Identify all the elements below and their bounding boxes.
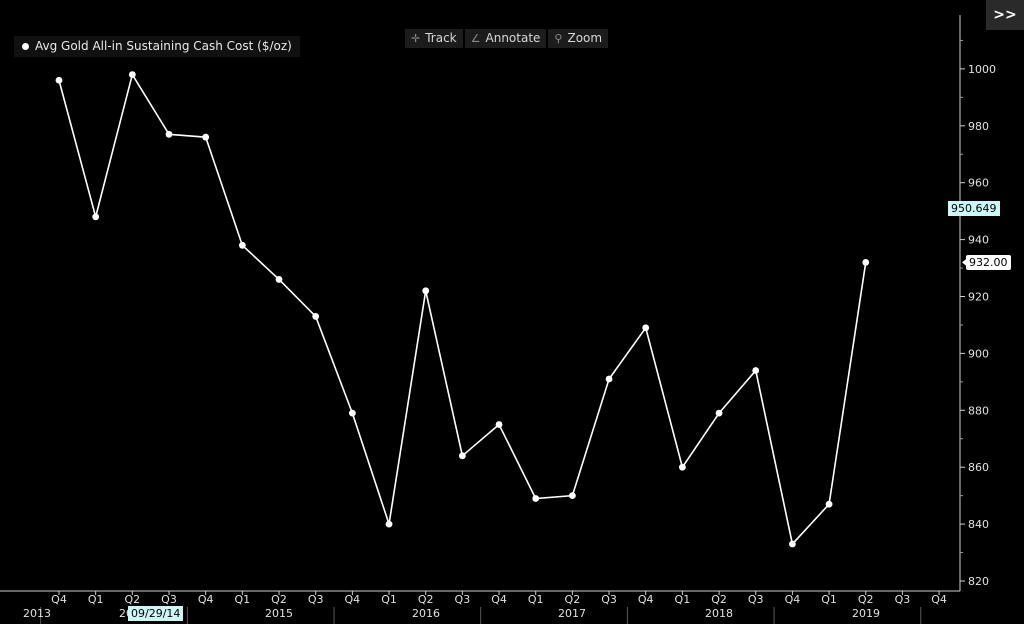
- data-point: [458, 452, 466, 460]
- x-tick-label: Q4: [491, 593, 507, 606]
- x-tick-label: Q1: [528, 593, 544, 606]
- magnifier-icon: ⚲: [554, 31, 563, 45]
- x-tick-label: Q3: [455, 593, 471, 606]
- x-tick-label: Q2: [565, 593, 581, 606]
- year-label: 2013: [23, 607, 51, 620]
- x-tick-label: Q4: [51, 593, 67, 606]
- year-label: 2019: [852, 607, 880, 620]
- y-tick-label: 880: [968, 404, 989, 417]
- chart-legend[interactable]: Avg Gold All-in Sustaining Cash Cost ($/…: [14, 36, 300, 57]
- x-tick-label: Q2: [418, 593, 434, 606]
- data-point: [789, 540, 796, 548]
- data-point: [312, 313, 320, 320]
- x-tick-label: Q3: [895, 593, 911, 606]
- data-point: [422, 287, 430, 295]
- pencil-icon: ∠: [470, 31, 481, 45]
- data-point: [825, 500, 833, 508]
- x-tick-label: Q4: [345, 593, 361, 606]
- crosshair-date: 09/29/14: [128, 606, 184, 621]
- data-point: [862, 258, 870, 266]
- legend-label: Avg Gold All-in Sustaining Cash Cost ($/…: [35, 39, 292, 53]
- y-tick-label: 840: [968, 518, 989, 531]
- y-tick-label: 980: [968, 120, 989, 133]
- y-tick-label: 820: [968, 575, 989, 588]
- x-tick-label: Q2: [711, 593, 727, 606]
- data-point: [202, 133, 210, 141]
- y-tick-label: 1000: [968, 63, 996, 76]
- x-tick-label: Q2: [858, 593, 874, 606]
- y-tick-label: 920: [968, 291, 989, 304]
- x-tick-label: Q1: [675, 593, 691, 606]
- track-button[interactable]: ✛ Track: [405, 29, 463, 48]
- last-value-pointer: [962, 258, 967, 267]
- data-point: [385, 520, 393, 528]
- x-tick-label: Q3: [748, 593, 764, 606]
- last-value-label: 932.00: [966, 255, 1011, 270]
- x-tick-label: Q4: [785, 593, 801, 606]
- x-tick-label: Q2: [125, 593, 141, 606]
- data-point: [275, 276, 283, 283]
- crosshair-icon: ✛: [411, 31, 421, 45]
- data-point: [348, 409, 356, 417]
- x-tick-label: Q3: [601, 593, 617, 606]
- zoom-label: Zoom: [567, 31, 603, 45]
- annotate-button[interactable]: ∠ Annotate: [464, 29, 547, 48]
- track-label: Track: [425, 31, 457, 45]
- y-tick-label: 900: [968, 347, 989, 360]
- data-point: [532, 495, 540, 502]
- data-point: [605, 375, 613, 383]
- data-point: [165, 130, 173, 138]
- data-point: [715, 409, 723, 417]
- x-tick-label: Q3: [308, 593, 324, 606]
- double-chevron-right-icon: >>: [993, 7, 1017, 23]
- data-point: [55, 76, 63, 84]
- legend-marker-icon: [22, 42, 29, 50]
- data-point: [92, 213, 100, 221]
- year-label: 2018: [705, 607, 733, 620]
- x-tick-label: Q4: [931, 593, 947, 606]
- series-line: [58, 72, 867, 546]
- data-point: [678, 463, 686, 471]
- expand-button[interactable]: >>: [986, 0, 1024, 30]
- year-label: 2016: [412, 607, 440, 620]
- x-tick-label: Q1: [235, 593, 251, 606]
- y-tick-label: 940: [968, 234, 989, 247]
- x-tick-label: Q1: [381, 593, 397, 606]
- year-label: 2017: [558, 607, 586, 620]
- data-point: [238, 241, 246, 249]
- x-tick-label: Q4: [638, 593, 654, 606]
- x-tick-label: Q1: [821, 593, 837, 606]
- y-tick-label: 860: [968, 461, 989, 474]
- x-tick-label: Q1: [88, 593, 104, 606]
- data-point: [495, 421, 503, 428]
- data-point: [752, 367, 760, 374]
- x-tick-label: Q2: [271, 593, 287, 606]
- data-point: [128, 71, 136, 78]
- zoom-button[interactable]: ⚲ Zoom: [548, 29, 609, 48]
- x-tick-label: Q4: [198, 593, 214, 606]
- data-point: [568, 492, 576, 500]
- year-label: 2015: [265, 607, 293, 620]
- data-point: [642, 324, 650, 332]
- y-tick-label: 960: [968, 177, 989, 190]
- annotate-label: Annotate: [485, 31, 541, 45]
- crosshair-y-value: 950.649: [948, 201, 1000, 216]
- x-tick-label: Q3: [161, 593, 177, 606]
- chart-toolbar: ✛ Track ∠ Annotate ⚲ Zoom: [405, 29, 609, 48]
